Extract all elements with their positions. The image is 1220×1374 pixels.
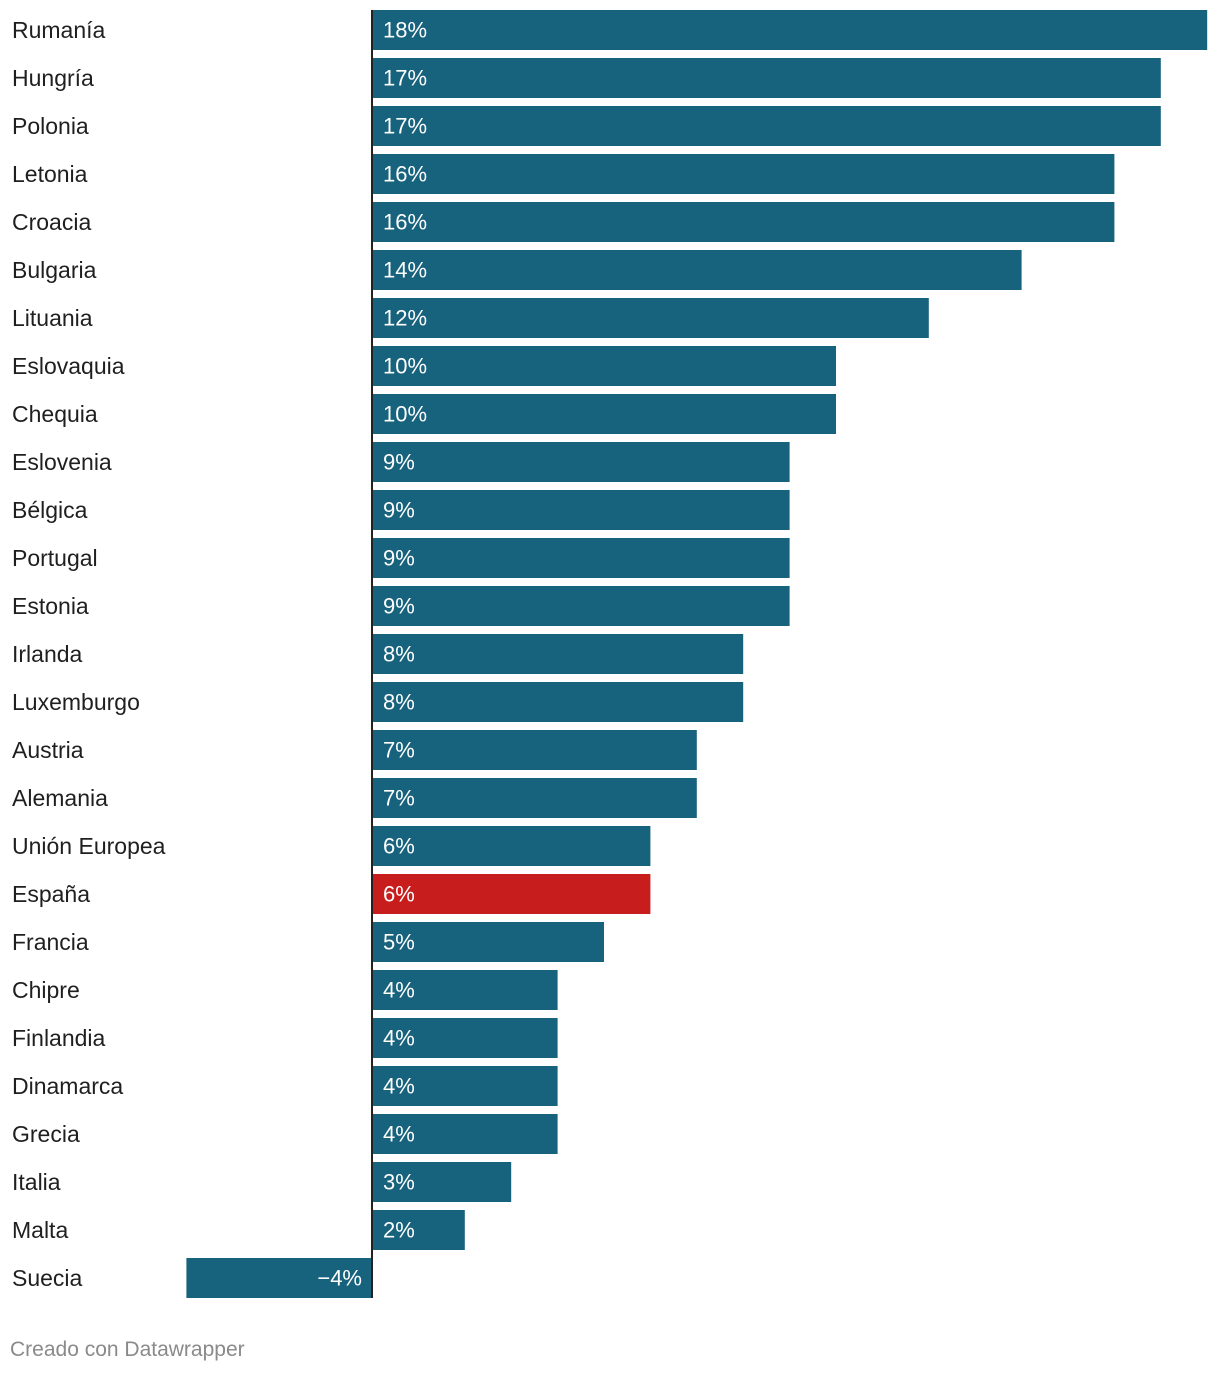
bar-chipre <box>372 970 558 1010</box>
bar-estonia <box>372 586 790 626</box>
category-label-portugal: Portugal <box>12 545 98 571</box>
credit-text: Creado con Datawrapper <box>10 1338 245 1361</box>
value-label-bulgaria: 14% <box>383 258 427 283</box>
category-label-irlanda: Irlanda <box>12 641 83 667</box>
bar-austria <box>372 730 697 770</box>
bar-malta <box>372 1210 465 1250</box>
bar-portugal <box>372 538 790 578</box>
category-label-luxemburgo: Luxemburgo <box>12 689 140 715</box>
bar-francia <box>372 922 604 962</box>
value-label-dinamarca: 4% <box>383 1074 415 1099</box>
category-label-chipre: Chipre <box>12 977 80 1003</box>
category-label-italia: Italia <box>12 1169 61 1195</box>
bar-hungria <box>372 58 1161 98</box>
bar-chequia <box>372 394 836 434</box>
bar-dinamarca <box>372 1066 558 1106</box>
bar-grecia <box>372 1114 558 1154</box>
bar-lituania <box>372 298 929 338</box>
value-label-croacia: 16% <box>383 210 427 235</box>
bar-letonia <box>372 154 1115 194</box>
value-label-hungria: 17% <box>383 66 427 91</box>
bar-suecia <box>186 1258 372 1298</box>
bar-rumania <box>372 10 1208 50</box>
value-label-grecia: 4% <box>383 1122 415 1147</box>
value-label-portugal: 9% <box>383 546 415 571</box>
category-label-croacia: Croacia <box>12 209 91 235</box>
value-label-belgica: 9% <box>383 498 415 523</box>
value-label-italia: 3% <box>383 1170 415 1195</box>
bar-chart: Rumanía 18% Hungría 17% Polonia 17% Letonia 16%… <box>12 10 1208 1298</box>
bar-eslovaquia <box>372 346 836 386</box>
bar-eslovenia <box>372 442 790 482</box>
value-label-alemania: 7% <box>383 786 415 811</box>
category-label-eslovenia: Eslovenia <box>12 449 112 475</box>
value-label-chequia: 10% <box>383 402 427 427</box>
value-label-estonia: 9% <box>383 594 415 619</box>
value-label-austria: 7% <box>383 738 415 763</box>
value-label-rumania: 18% <box>383 18 427 43</box>
category-label-alemania: Alemania <box>12 785 108 811</box>
value-label-union-europea: 6% <box>383 834 415 859</box>
category-label-malta: Malta <box>12 1217 68 1243</box>
value-label-eslovenia: 9% <box>383 450 415 475</box>
value-label-espana: 6% <box>383 882 415 907</box>
bar-bulgaria <box>372 250 1022 290</box>
bar-croacia <box>372 202 1115 242</box>
bar-polonia <box>372 106 1161 146</box>
category-label-rumania: Rumanía <box>12 17 106 43</box>
value-label-luxemburgo: 8% <box>383 690 415 715</box>
value-label-chipre: 4% <box>383 978 415 1003</box>
bar-luxemburgo <box>372 682 744 722</box>
bar-irlanda <box>372 634 744 674</box>
category-label-letonia: Letonia <box>12 161 88 187</box>
value-label-irlanda: 8% <box>383 642 415 667</box>
bar-belgica <box>372 490 790 530</box>
category-label-grecia: Grecia <box>12 1121 80 1147</box>
category-label-eslovaquia: Eslovaquia <box>12 353 125 379</box>
bar-union-europea <box>372 826 651 866</box>
category-label-polonia: Polonia <box>12 113 89 139</box>
value-label-malta: 2% <box>383 1218 415 1243</box>
category-label-belgica: Bélgica <box>12 497 88 523</box>
value-label-polonia: 17% <box>383 114 427 139</box>
category-label-dinamarca: Dinamarca <box>12 1073 123 1099</box>
value-label-francia: 5% <box>383 930 415 955</box>
category-label-hungria: Hungría <box>12 65 94 91</box>
category-label-espana: España <box>12 881 90 907</box>
bar-espana <box>372 874 651 914</box>
category-label-chequia: Chequia <box>12 401 98 427</box>
bar-alemania <box>372 778 697 818</box>
value-label-letonia: 16% <box>383 162 427 187</box>
bar-finlandia <box>372 1018 558 1058</box>
category-label-suecia: Suecia <box>12 1265 83 1291</box>
category-label-lituania: Lituania <box>12 305 93 331</box>
category-label-bulgaria: Bulgaria <box>12 257 97 283</box>
value-label-finlandia: 4% <box>383 1026 415 1051</box>
category-label-union-europea: Unión Europea <box>12 833 166 859</box>
bar-italia <box>372 1162 512 1202</box>
value-label-suecia: −4% <box>317 1266 362 1291</box>
category-label-finlandia: Finlandia <box>12 1025 106 1051</box>
category-label-austria: Austria <box>12 737 84 763</box>
category-label-estonia: Estonia <box>12 593 89 619</box>
value-label-lituania: 12% <box>383 306 427 331</box>
category-label-francia: Francia <box>12 929 89 955</box>
value-label-eslovaquia: 10% <box>383 354 427 379</box>
